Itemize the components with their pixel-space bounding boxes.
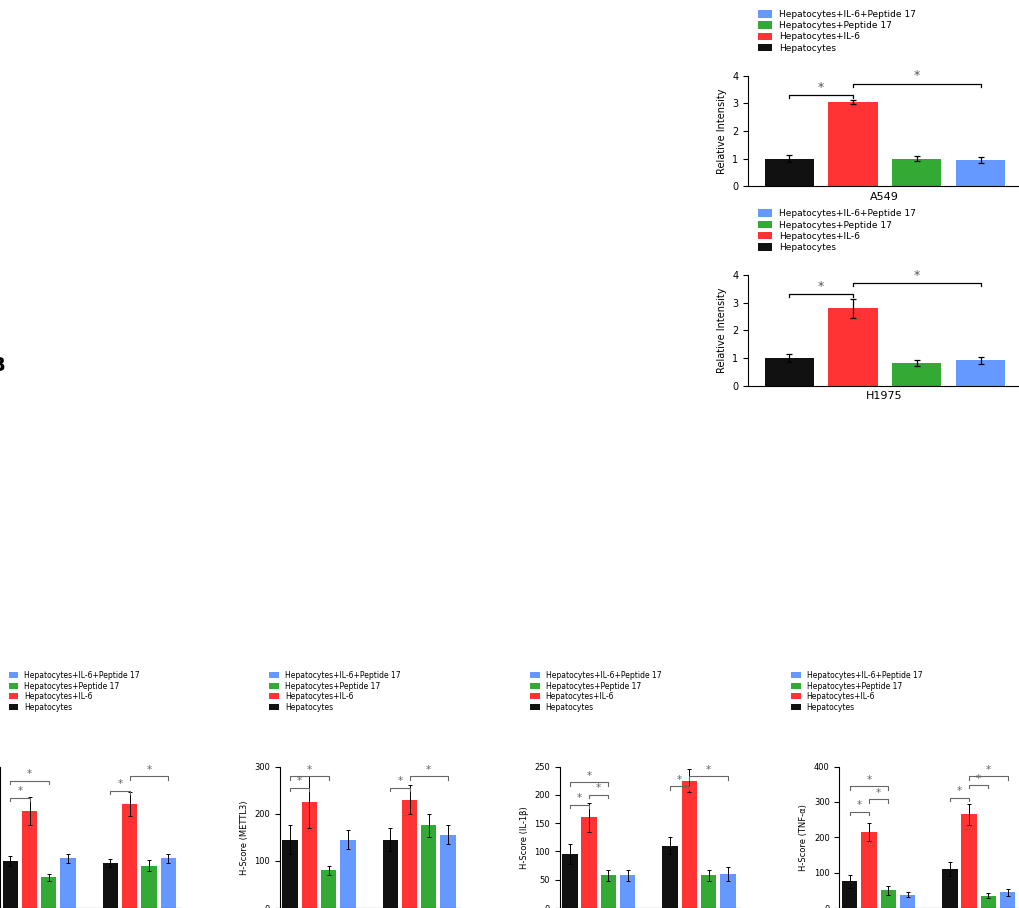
Text: *: * bbox=[705, 765, 710, 775]
Text: *: * bbox=[817, 81, 823, 94]
Bar bbox=[942, 869, 957, 908]
Bar bbox=[302, 802, 317, 908]
Bar bbox=[700, 875, 715, 908]
Bar bbox=[892, 363, 941, 386]
Bar bbox=[3, 861, 18, 908]
Bar bbox=[879, 891, 895, 908]
Text: *: * bbox=[577, 794, 582, 804]
Text: *: * bbox=[26, 769, 32, 779]
Bar bbox=[41, 877, 56, 908]
Text: *: * bbox=[817, 280, 823, 293]
Text: *: * bbox=[426, 765, 431, 775]
Legend: Hepatocytes+IL-6+Peptide 17, Hepatocytes+Peptide 17, Hepatocytes+IL-6, Hepatocyt: Hepatocytes+IL-6+Peptide 17, Hepatocytes… bbox=[8, 671, 140, 712]
Y-axis label: Relative Intensity: Relative Intensity bbox=[716, 88, 726, 173]
Y-axis label: H-Score (IL-1β): H-Score (IL-1β) bbox=[519, 806, 528, 869]
Bar bbox=[60, 858, 75, 908]
Bar bbox=[160, 858, 175, 908]
Text: *: * bbox=[117, 779, 122, 789]
Bar bbox=[827, 309, 876, 386]
Bar bbox=[21, 812, 38, 908]
Text: *: * bbox=[913, 269, 919, 282]
Bar bbox=[340, 840, 356, 908]
Bar bbox=[561, 854, 577, 908]
Bar bbox=[764, 159, 813, 186]
Text: B: B bbox=[0, 356, 4, 375]
Bar bbox=[979, 895, 996, 908]
Bar bbox=[955, 160, 1005, 186]
Bar bbox=[600, 875, 615, 908]
Text: *: * bbox=[17, 786, 22, 796]
Bar bbox=[122, 804, 138, 908]
Bar bbox=[661, 845, 677, 908]
Text: *: * bbox=[307, 765, 312, 775]
Text: *: * bbox=[875, 787, 880, 797]
Y-axis label: H-Score (METTL3): H-Score (METTL3) bbox=[239, 800, 249, 874]
Bar bbox=[620, 875, 635, 908]
Text: *: * bbox=[677, 775, 682, 785]
Bar bbox=[581, 817, 596, 908]
Text: *: * bbox=[956, 786, 961, 796]
Bar bbox=[955, 360, 1005, 386]
Legend: Hepatocytes+IL-6+Peptide 17, Hepatocytes+Peptide 17, Hepatocytes+IL-6, Hepatocyt: Hepatocytes+IL-6+Peptide 17, Hepatocytes… bbox=[269, 671, 400, 712]
Y-axis label: Relative Intensity: Relative Intensity bbox=[716, 288, 726, 373]
Bar bbox=[321, 870, 336, 908]
Bar bbox=[842, 882, 857, 908]
Bar bbox=[899, 894, 914, 908]
Legend: Hepatocytes+IL-6+Peptide 17, Hepatocytes+Peptide 17, Hepatocytes+IL-6, Hepatocyt: Hepatocytes+IL-6+Peptide 17, Hepatocytes… bbox=[530, 671, 660, 712]
Bar bbox=[892, 159, 941, 186]
Text: *: * bbox=[975, 774, 980, 784]
Bar bbox=[421, 825, 436, 908]
X-axis label: H1975: H1975 bbox=[865, 391, 902, 401]
Bar bbox=[961, 814, 976, 908]
Text: *: * bbox=[147, 765, 152, 775]
Text: *: * bbox=[865, 775, 870, 785]
Bar bbox=[382, 840, 397, 908]
Text: *: * bbox=[297, 776, 302, 786]
Text: *: * bbox=[913, 70, 919, 83]
Text: *: * bbox=[397, 776, 403, 786]
Legend: Hepatocytes+IL-6+Peptide 17, Hepatocytes+Peptide 17, Hepatocytes+IL-6, Hepatocyt: Hepatocytes+IL-6+Peptide 17, Hepatocytes… bbox=[757, 10, 915, 53]
Text: *: * bbox=[985, 765, 990, 775]
Bar bbox=[719, 874, 735, 908]
Bar bbox=[681, 781, 696, 908]
Legend: Hepatocytes+IL-6+Peptide 17, Hepatocytes+Peptide 17, Hepatocytes+IL-6, Hepatocyt: Hepatocytes+IL-6+Peptide 17, Hepatocytes… bbox=[791, 671, 921, 712]
X-axis label: A549: A549 bbox=[869, 192, 898, 202]
Y-axis label: H-Score (TNF-α): H-Score (TNF-α) bbox=[799, 804, 807, 871]
Text: *: * bbox=[586, 771, 591, 781]
Bar bbox=[860, 832, 876, 908]
Text: *: * bbox=[856, 800, 861, 810]
Bar bbox=[282, 840, 298, 908]
Legend: Hepatocytes+IL-6+Peptide 17, Hepatocytes+Peptide 17, Hepatocytes+IL-6, Hepatocyt: Hepatocytes+IL-6+Peptide 17, Hepatocytes… bbox=[757, 210, 915, 252]
Text: *: * bbox=[596, 784, 601, 794]
Bar bbox=[764, 358, 813, 386]
Bar bbox=[103, 864, 118, 908]
Bar bbox=[141, 865, 157, 908]
Bar bbox=[401, 800, 417, 908]
Bar bbox=[827, 102, 876, 186]
Bar bbox=[999, 892, 1014, 908]
Bar bbox=[440, 835, 455, 908]
